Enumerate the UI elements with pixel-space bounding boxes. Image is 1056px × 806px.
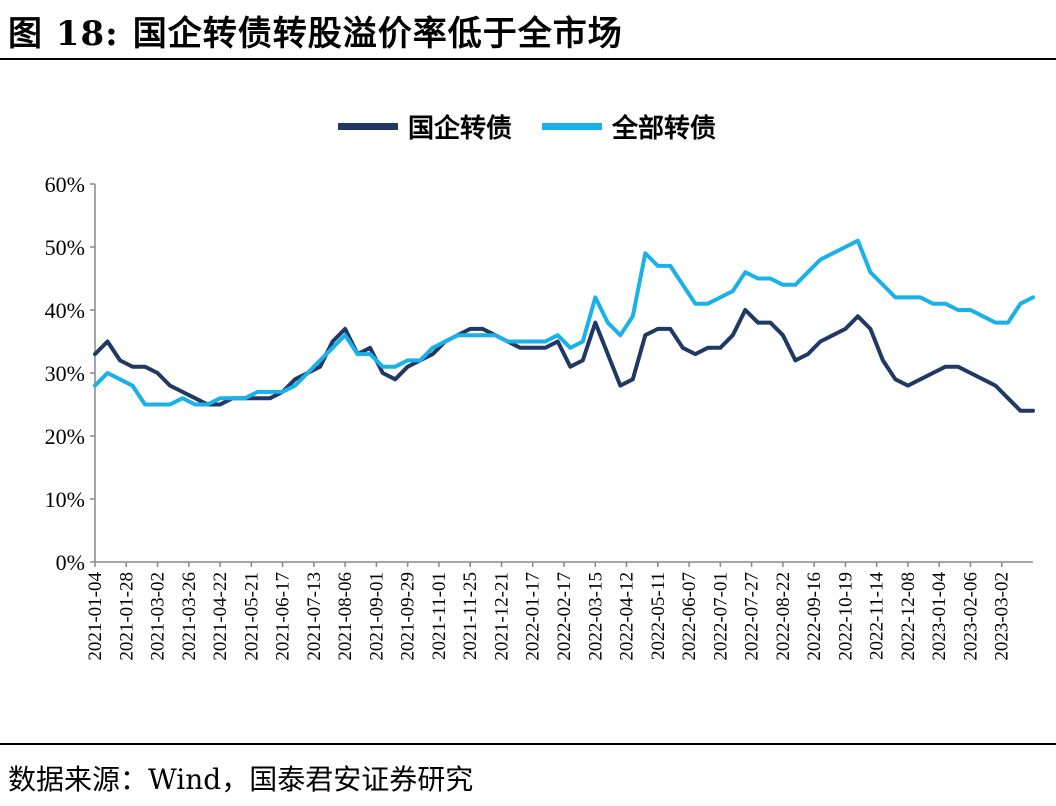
x-tick-label: 2022-06-07 [679,572,700,661]
x-tick-label: 2022-11-14 [867,572,888,660]
figure-title: 图 18: 国企转债转股溢价率低于全市场 [8,6,623,55]
x-tick-label: 2022-02-17 [554,572,575,661]
x-tick-label: 2021-11-25 [460,572,481,660]
bottom-rule [0,743,1056,745]
top-rule [0,58,1056,60]
x-tick-label: 2021-06-17 [273,572,294,661]
y-tick-label: 60% [45,172,85,197]
legend-item-all: 全部转债 [542,108,716,145]
chart-axes: 0% 10% 20% 30% 40% 50% 60% 2021-01-04 2021-01-28… [45,172,1033,661]
series-line-all [93,238,1035,407]
source-note: 数据来源：Wind，国泰君安证券研究 [8,763,474,796]
y-tick-label: 40% [45,298,85,323]
figure-number: 图 18: [8,14,119,54]
x-tick-label: 2021-04-22 [210,572,231,661]
x-tick-label: 2021-05-21 [241,572,262,661]
chart-series [93,238,1035,413]
y-tick-label: 20% [45,424,85,449]
y-tick-label: 30% [45,361,85,386]
x-tick-label: 2021-11-01 [429,572,450,660]
series-line-soe [93,308,1035,413]
x-tick-label: 2021-07-13 [304,572,325,661]
x-tick-label: 2022-09-16 [804,572,825,661]
x-tick-label: 2022-07-27 [742,572,763,661]
legend-label-all: 全部转债 [612,114,717,144]
legend-swatch-soe [338,123,398,130]
x-tick-label: 2021-09-29 [398,572,419,661]
legend-item-soe: 国企转债 [338,108,512,145]
y-tick-label: 0% [56,550,85,575]
x-tick-label: 2022-12-08 [898,572,919,661]
figure-title-text: 国企转债转股溢价率低于全市场 [132,14,623,54]
x-tick-label: 2023-01-04 [929,572,950,661]
legend-label-soe: 国企转债 [408,114,513,144]
x-tick-label: 2022-10-19 [835,572,856,661]
x-tick-label: 2023-02-06 [960,572,981,661]
x-tick-label: 2022-07-01 [710,572,731,661]
line-chart: 0% 10% 20% 30% 40% 50% 60% 2021-01-04 2021-01-28… [45,172,1035,661]
x-tick-label: 2021-01-04 [85,572,106,661]
x-tick-label: 2021-03-26 [179,572,200,661]
x-tick-label: 2022-01-17 [523,572,544,661]
y-tick-label: 10% [45,487,85,512]
x-tick-label: 2021-01-28 [116,572,137,661]
chart-legend: 国企转债 全部转债 [338,108,746,145]
x-tick-label: 2023-03-02 [992,572,1013,661]
x-tick-label: 2021-12-21 [491,572,512,661]
x-tick-label: 2021-08-06 [335,572,356,661]
y-tick-label: 50% [45,235,85,260]
x-tick-label: 2021-09-01 [366,572,387,661]
x-tick-label: 2022-03-15 [585,572,606,661]
x-tick-label: 2021-03-02 [148,572,169,661]
legend-swatch-all [542,123,603,130]
x-tick-label: 2022-08-22 [773,572,794,661]
x-tick-label: 2022-05-11 [648,572,669,660]
x-tick-label: 2022-04-12 [617,572,638,661]
